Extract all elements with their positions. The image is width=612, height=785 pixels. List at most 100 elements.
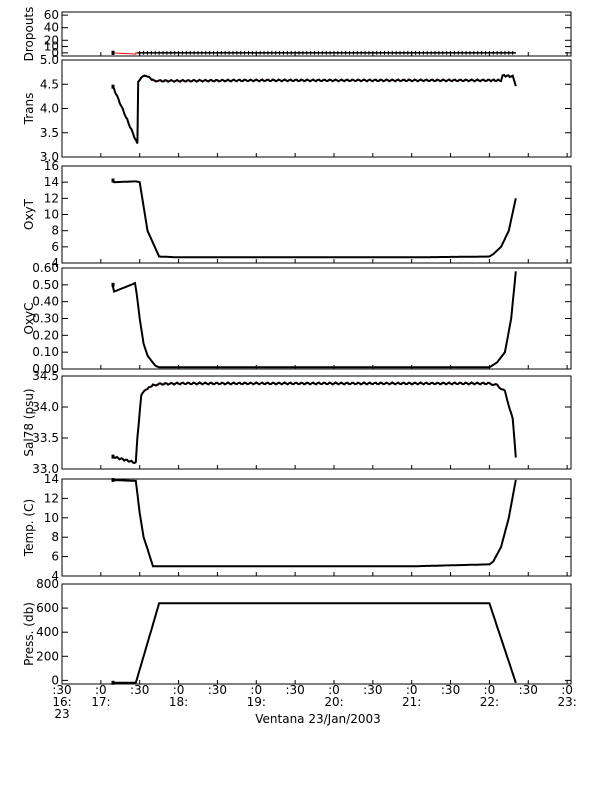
x-tick-label: :30 <box>363 683 382 697</box>
series-connector-line <box>112 74 517 145</box>
x-tick-label: 23 <box>54 707 69 721</box>
series-start-point <box>111 454 115 459</box>
y-tick-label: 33.0 <box>32 462 59 476</box>
y-tick-label: 0.00 <box>32 362 59 376</box>
y-tick-label: 34.0 <box>32 400 59 414</box>
panel-frame <box>61 583 572 685</box>
x-tick-label: :0 <box>250 683 262 697</box>
y-axis-title-sal78-psu: Sal78 (psu) <box>22 388 36 456</box>
series-start-point <box>111 282 115 287</box>
y-axis-title-oxyc: OxyC <box>22 302 36 334</box>
x-tick-label: 19: <box>247 695 266 709</box>
y-tick-label: 34.5 <box>32 369 59 383</box>
y-tick-label: 12 <box>44 491 59 505</box>
y-axis-title-press-db: Press. (db) <box>22 602 36 666</box>
x-tick-label: 16: <box>52 695 71 709</box>
series-connector-line <box>112 271 517 368</box>
y-tick-label: 14 <box>44 175 59 189</box>
y-tick-label: 3.5 <box>40 126 59 140</box>
y-tick-label: 14 <box>44 472 59 486</box>
series-connector-line <box>112 180 517 258</box>
x-tick-label: 23: <box>557 695 576 709</box>
x-tick-label: :0 <box>484 683 496 697</box>
series-data-trace <box>111 179 517 259</box>
panel-frame <box>61 11 572 57</box>
y-tick-label: 4.0 <box>40 102 59 116</box>
y-tick-label: 6 <box>51 240 59 254</box>
y-tick-label: 5.0 <box>40 53 59 67</box>
y-tick-label: 600 <box>36 601 59 615</box>
x-tick-label: :0 <box>561 683 573 697</box>
series-data-trace <box>111 73 517 144</box>
x-tick-label: :0 <box>328 683 340 697</box>
y-tick-label: 10 <box>44 40 59 54</box>
y-tick-label: 20 <box>44 33 59 47</box>
series-start-point <box>111 477 115 482</box>
x-tick-label: 18: <box>169 695 188 709</box>
y-tick-label: 12 <box>44 191 59 205</box>
series-connector-line <box>112 479 517 567</box>
y-tick-label: 0.30 <box>32 312 59 326</box>
y-tick-label: 0 <box>51 46 59 60</box>
y-tick-label: 0.60 <box>32 261 59 275</box>
y-tick-label: 60 <box>44 8 59 22</box>
series-data-trace <box>112 479 517 568</box>
shared-time-axis: :3016:23:017::30:018::30:019::30:020::30… <box>52 683 576 721</box>
panel-sal78-psu: 33.0 33.5 34.0 34.5 Sal78 (psu) <box>22 369 572 476</box>
panels: 010204060Dropouts3.03.54.04.55.0Trans468… <box>22 7 572 687</box>
y-tick-label: 3.0 <box>40 150 59 164</box>
y-tick-label: 200 <box>36 649 59 663</box>
x-tick-label: :30 <box>285 683 304 697</box>
y-tick-label: 8 <box>51 530 59 544</box>
series-start-point <box>111 680 115 685</box>
y-tick-label: 800 <box>36 577 59 591</box>
y-axis-title-temp-c: Temp. (C) <box>22 499 36 557</box>
y-tick-label: 0.20 <box>32 328 59 342</box>
y-tick-label: 400 <box>36 625 59 639</box>
series-start-point <box>111 178 115 183</box>
y-tick-label: 0.10 <box>32 345 59 359</box>
x-tick-label: :30 <box>519 683 538 697</box>
series-data-trace <box>112 602 517 684</box>
y-tick-label: 0.50 <box>32 278 59 292</box>
y-tick-label: 16 <box>44 159 59 173</box>
y-tick-label: 4 <box>51 569 59 583</box>
series-connector-line <box>112 382 517 464</box>
series-start-point <box>111 50 115 55</box>
y-tick-label: 6 <box>51 550 59 564</box>
x-tick-label: 21: <box>402 695 421 709</box>
panel-oxyt: 4 6 8 10 12 14 16 OxyT <box>22 159 572 270</box>
panel-frame <box>61 165 572 264</box>
y-tick-label: 40 <box>44 21 59 35</box>
panel-temp-c: 4 6 8 10 12 14 Temp. (C) <box>22 472 572 583</box>
y-axis-title-dropouts: Dropouts <box>22 7 36 62</box>
series-data-trace <box>111 381 517 465</box>
y-axis-title-trans: Trans <box>22 93 36 126</box>
x-tick-label: :0 <box>173 683 185 697</box>
y-tick-label: 4 <box>51 256 59 270</box>
x-tick-label: 22: <box>480 695 499 709</box>
x-tick-label: 17: <box>91 695 110 709</box>
series-data-trace <box>111 271 517 369</box>
y-tick-label: 10 <box>44 511 59 525</box>
x-tick-label: :0 <box>406 683 418 697</box>
x-tick-label: :0 <box>95 683 107 697</box>
y-tick-label: 0.40 <box>32 295 59 309</box>
y-tick-label: 33.5 <box>32 431 59 445</box>
panel-trans: 3.0 3.5 4.0 4.5 5.0 Trans <box>22 53 572 164</box>
panel-frame <box>61 267 572 370</box>
y-tick-label: 0 <box>51 673 59 687</box>
x-tick-label: :30 <box>52 683 71 697</box>
x-tick-label: 20: <box>324 695 343 709</box>
y-tick-label: 10 <box>44 208 59 222</box>
series-connector-line <box>112 602 517 684</box>
y-tick-label: 8 <box>51 224 59 238</box>
y-tick-label: 4.5 <box>40 77 59 91</box>
panel-oxyc: 0.00 0.10 0.20 0.30 0.40 0.50 0.60 OxyC <box>22 261 572 376</box>
x-tick-label: :30 <box>130 683 149 697</box>
series-start-point <box>111 84 115 89</box>
x-tick-label: :30 <box>208 683 227 697</box>
